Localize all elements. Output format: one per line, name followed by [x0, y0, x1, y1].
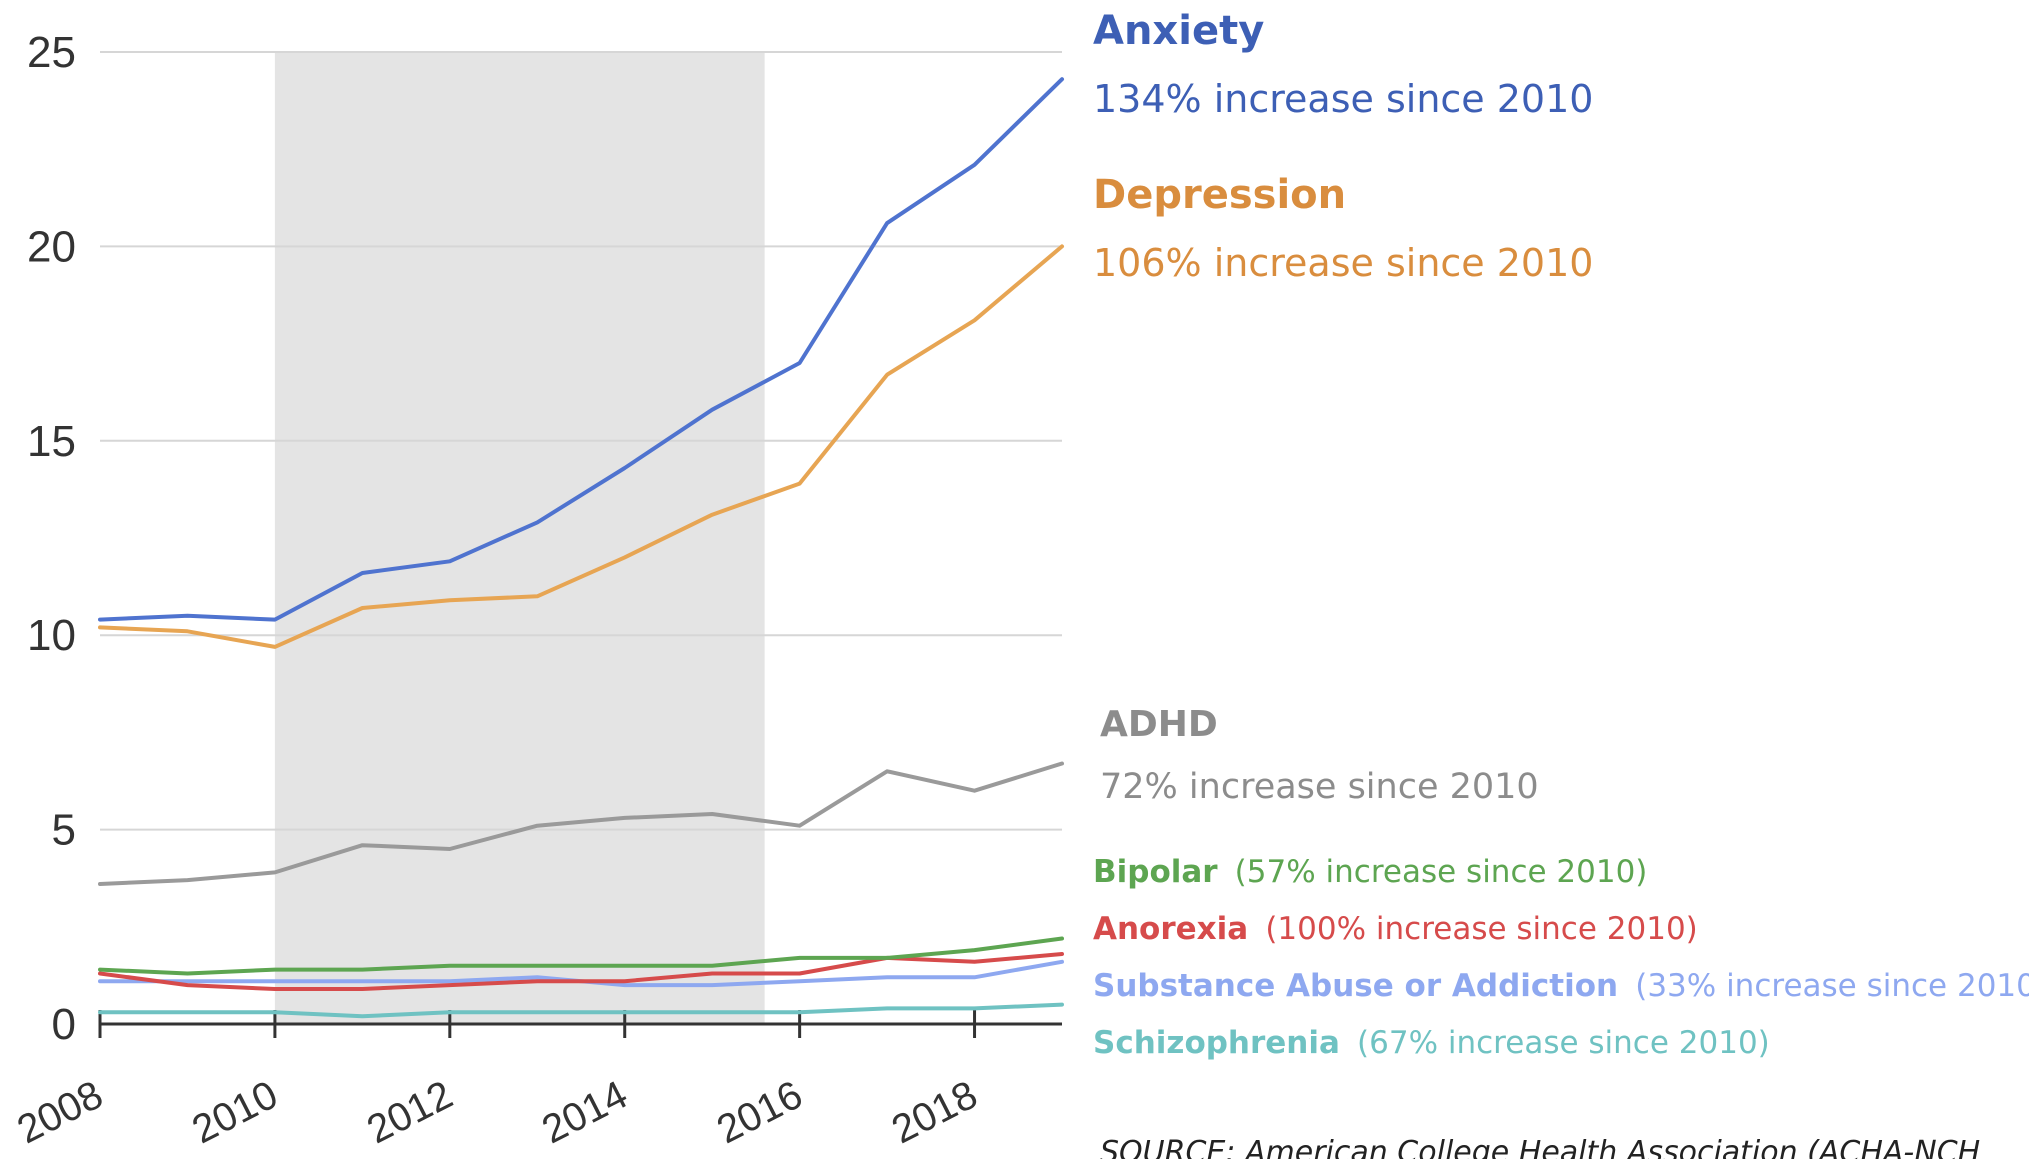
- series-line-adhd: [98, 761, 1064, 886]
- shaded-region-layer: [274, 52, 765, 1024]
- y-tick-label-20: 20: [27, 222, 76, 271]
- anorexia-label-note: (100% increase since 2010): [1265, 911, 1697, 947]
- y-tick-label-10: 10: [27, 611, 76, 660]
- source-note: SOURCE: American College Health Associat…: [1100, 1135, 1980, 1159]
- depression-label-note: 106% increase since 2010: [1093, 241, 1593, 285]
- y-tick-label-5: 5: [52, 806, 76, 855]
- adhd-label-title: ADHD: [1100, 704, 1218, 745]
- x-axis: [98, 1010, 1062, 1038]
- substance-label-title: Substance Abuse or Addiction: [1093, 968, 1618, 1004]
- gridlines: [100, 51, 1062, 831]
- series-line-schizophrenia: [98, 1002, 1064, 1019]
- depression-label-title: Depression: [1093, 172, 1346, 218]
- anxiety-label-title: Anxiety: [1093, 8, 1264, 54]
- anorexia-label: Anorexia (100% increase since 2010): [1093, 911, 1698, 947]
- series-line-anxiety: [98, 77, 1064, 622]
- y-tick-label-25: 25: [27, 28, 76, 77]
- schizophrenia-label-note: (67% increase since 2010): [1357, 1025, 1770, 1061]
- series-lines: [98, 77, 1064, 1019]
- y-tick-label-15: 15: [27, 417, 76, 466]
- substance-label-note: (33% increase since 2010): [1635, 968, 2029, 1004]
- bipolar-label: Bipolar (57% increase since 2010): [1093, 854, 1647, 890]
- anxiety-label-note: 134% increase since 2010: [1093, 77, 1593, 121]
- y-tick-label-0: 0: [52, 1000, 76, 1049]
- schizophrenia-label-title: Schizophrenia: [1093, 1025, 1340, 1061]
- schizophrenia-label: Schizophrenia (67% increase since 2010): [1093, 1025, 1770, 1061]
- bipolar-label-title: Bipolar: [1093, 854, 1218, 890]
- y-axis-ticks: 0 5 10 15 20 25: [27, 28, 76, 1049]
- substance-label: Substance Abuse or Addiction (33% increa…: [1093, 968, 2029, 1004]
- bipolar-label-note: (57% increase since 2010): [1235, 854, 1648, 890]
- anorexia-label-title: Anorexia: [1093, 911, 1248, 947]
- series-labels: Anxiety 134% increase since 2010 Depress…: [1093, 8, 2029, 1061]
- shaded-region: [274, 52, 765, 1024]
- series-line-bipolar: [98, 936, 1064, 976]
- adhd-label-note: 72% increase since 2010: [1100, 767, 1539, 807]
- series-line-depression: [98, 244, 1064, 649]
